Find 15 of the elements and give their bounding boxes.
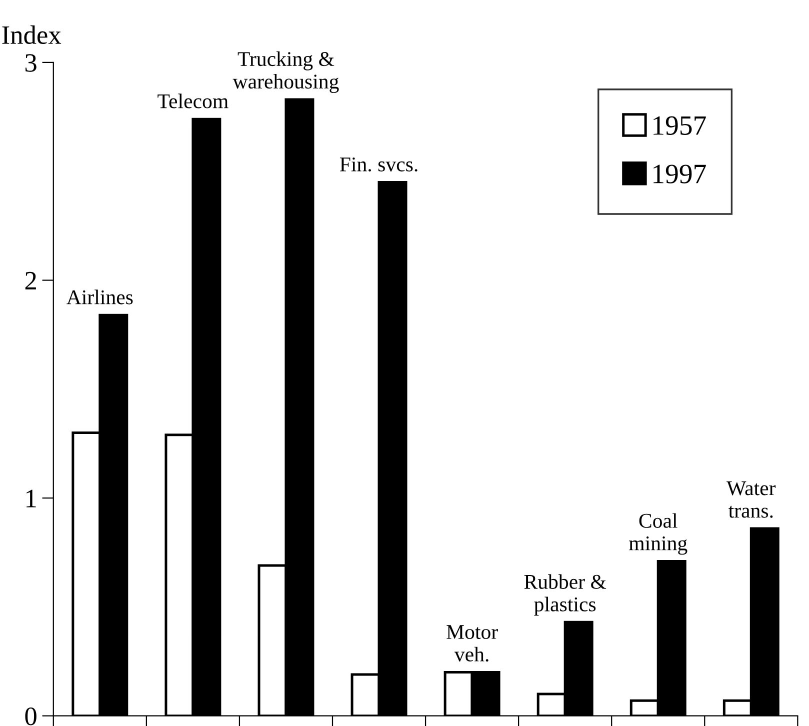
legend-label: 1997 — [654, 164, 706, 184]
y-tick-label: 3 — [25, 54, 36, 72]
y-tick-label: 2 — [25, 272, 36, 290]
y-tick-label: 1 — [26, 490, 36, 508]
x-tick-label: Fin. svcs. — [340, 157, 418, 172]
y-axis-title: Index — [2, 25, 62, 44]
x-tick-label: Telecom — [158, 94, 228, 108]
x-tick-label: Trucking & warehousing — [232, 51, 339, 93]
x-tick-label: Coal mining — [629, 513, 688, 555]
x-tick-label: Water trans. — [726, 481, 776, 518]
x-tick-label: Motor veh. — [446, 625, 498, 662]
x-tick-label: Rubber & plastics — [524, 574, 606, 616]
x-tick-label: Airlines — [66, 290, 133, 304]
y-tick-label: 0 — [25, 707, 36, 726]
legend-label: 1957 — [654, 116, 706, 135]
